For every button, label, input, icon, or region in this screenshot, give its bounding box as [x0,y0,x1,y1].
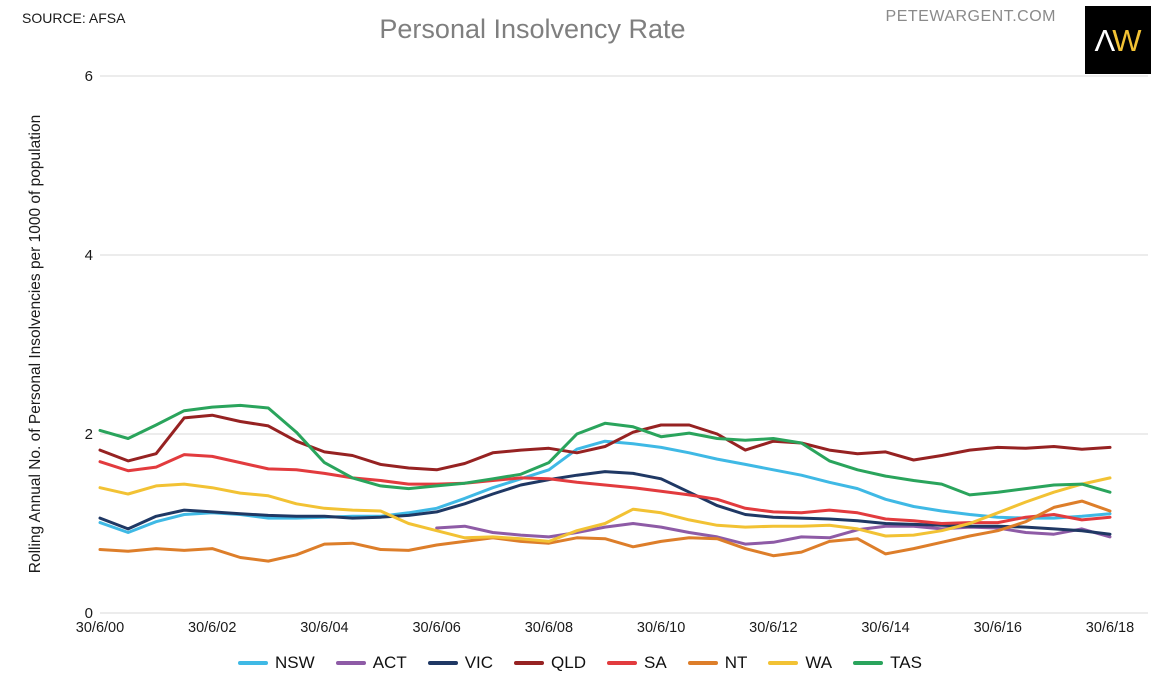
x-tick-label: 30/6/12 [749,620,797,636]
legend-swatch-icon [607,661,638,665]
series-line-TAS [98,403,1112,497]
legend-item-TAS: TAS [853,653,922,673]
legend-swatch-icon [687,661,718,665]
logo-letter-lambda: Λ [1094,22,1116,58]
logo-letter-w: W [1112,22,1142,58]
series-line-SA [98,453,1112,525]
series-line-WA [98,476,1112,543]
legend-item-NSW: NSW [238,653,315,673]
y-tick-label: 6 [85,68,93,85]
x-tick-label: 30/6/10 [637,620,685,636]
brand-logo: Λ W [1085,6,1151,74]
legend-item-WA: WA [768,653,832,673]
x-tick-label: 30/6/16 [974,620,1022,636]
series-line-ACT [435,522,1112,546]
website-label: PETEWARGENT.COM [885,8,1056,25]
x-tick-label: 30/6/08 [525,620,573,636]
legend-label: NSW [275,653,315,672]
y-tick-label: 0 [85,605,93,622]
series-line-NSW [98,439,1112,534]
legend-label: WA [805,653,833,672]
legend-swatch-icon [768,661,799,665]
y-tick-label: 4 [85,247,93,264]
legend-label: SA [644,653,667,672]
legend-label: QLD [551,653,587,672]
source-label: SOURCE: AFSA [22,10,126,26]
legend-item-NT: NT [687,653,748,673]
legend-swatch-icon [514,661,545,665]
legend-item-QLD: QLD [514,653,586,673]
x-tick-label: 30/6/04 [300,620,348,636]
legend-label: ACT [372,653,407,672]
legend-item-SA: SA [607,653,667,673]
legend-item-VIC: VIC [427,653,494,673]
series-line-VIC [98,470,1112,536]
legend-label: NT [724,653,748,672]
legend-swatch-icon [335,661,366,665]
series-line-NT [98,499,1112,563]
series-line-QLD [98,413,1112,472]
x-tick-label: 30/6/06 [412,620,460,636]
legend-label: TAS [890,653,922,672]
x-tick-label: 30/6/00 [76,620,124,636]
x-tick-label: 30/6/14 [861,620,909,636]
y-tick-label: 2 [85,426,93,443]
x-tick-label: 30/6/02 [188,620,236,636]
chart-legend: NSW ACT VIC QLD SA NT WA TAS [0,653,1160,673]
x-tick-label: 30/6/18 [1086,620,1134,636]
legend-swatch-icon [853,661,884,665]
legend-item-ACT: ACT [335,653,407,673]
page-title: Personal Insolvency Rate [379,14,686,44]
legend-swatch-icon [238,661,269,665]
legend-label: VIC [464,653,494,672]
legend-swatch-icon [427,661,458,665]
